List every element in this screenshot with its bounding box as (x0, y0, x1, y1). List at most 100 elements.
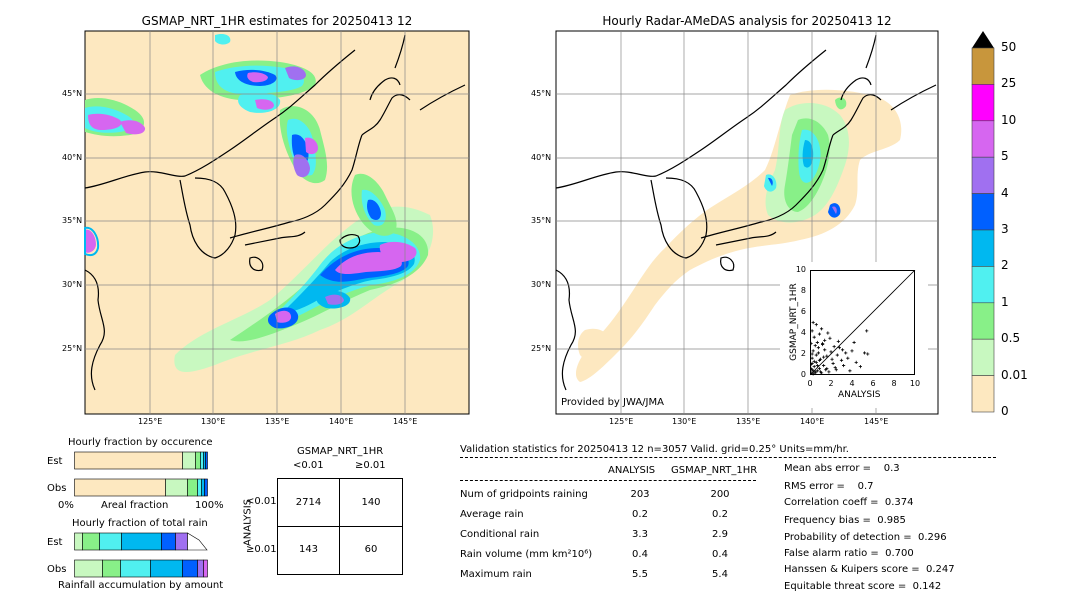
scatter-point (822, 355, 826, 359)
scatter-point (810, 367, 813, 371)
scatter-point (810, 352, 814, 356)
scatter-point (842, 363, 846, 368)
scatter-point (831, 361, 835, 366)
validation-row-analysis: 203 (630, 489, 650, 500)
scatter-point (814, 353, 818, 357)
scatter-point (811, 369, 815, 373)
scatter-point (839, 358, 844, 362)
validation-row-label: Maximum rain (460, 569, 532, 580)
scatter-point (815, 369, 819, 373)
left-map-grid (85, 31, 469, 414)
colorbar-over-triangle (972, 31, 994, 48)
contingency-col-label: ≥0.01 (355, 460, 386, 471)
contingency-row-label: <0.01 (246, 496, 277, 507)
rain-fraction-bars (74, 532, 208, 578)
validation-row-gsmap: 200 (710, 489, 730, 500)
colorbar-segments (971, 47, 995, 413)
scatter-point (811, 372, 815, 376)
contingency-table: 2714 140 143 60 (277, 478, 403, 575)
score-rmse: RMS error = 0.7 (784, 481, 874, 492)
scatter-y-label: GSMAP_NRT_1HR (789, 283, 799, 361)
scatter-point (848, 369, 852, 373)
colorbar-segment (971, 302, 995, 340)
score-ets: Equitable threat score = 0.142 (784, 581, 942, 592)
contingency-row-label: ≥0.01 (246, 544, 277, 555)
rain-fraction-bar-obs (74, 559, 208, 578)
occurrence-title: Hourly fraction by occurence (68, 437, 213, 448)
contingency-cell: 2714 (295, 497, 322, 508)
scatter-point (837, 346, 841, 350)
scatter-point (815, 340, 819, 345)
scatter-point (825, 367, 829, 371)
validation-row-gsmap: 2.9 (712, 529, 728, 540)
scatter-point (834, 368, 838, 372)
scatter-point (811, 320, 815, 325)
scatter-point (822, 363, 826, 368)
scatter-point (826, 331, 830, 335)
right-map-precip (764, 97, 849, 223)
scatter-x-label: ANALYSIS (838, 390, 881, 400)
validation-row-analysis: 3.3 (632, 529, 648, 540)
occurrence-bars (74, 451, 208, 497)
score-pod: Probability of detection = 0.296 (784, 532, 947, 543)
scatter-point (810, 371, 813, 375)
colorbar-label: 10 (1001, 112, 1017, 127)
colorbar-label: 25 (1001, 76, 1017, 91)
rain-fraction-x-label: Rainfall accumulation by amount (58, 580, 224, 591)
validation-col-analysis: ANALYSIS (608, 465, 656, 476)
validation-table-divider (460, 480, 756, 481)
scatter-y-tick: 6 (800, 307, 806, 316)
scatter-point (825, 354, 829, 358)
colorbar-segment (971, 120, 995, 158)
validation-divider (460, 457, 996, 458)
colorbar-label: 50 (1001, 40, 1017, 54)
scatter-point (812, 359, 816, 363)
scatter-point (823, 338, 827, 342)
occurrence-x-label: Areal fraction (101, 500, 169, 511)
left-lat-label: 45°N (62, 89, 83, 98)
left-lon-label: 130°E (201, 417, 226, 426)
contingency-title: GSMAP_NRT_1HR (297, 446, 384, 457)
scatter-point (865, 329, 869, 333)
right-lon-label: 145°E (864, 417, 889, 426)
scatter-point (817, 358, 822, 362)
rain-fraction-bar-est (74, 532, 208, 551)
contingency-divider-h (278, 526, 402, 527)
validation-header: Validation statistics for 20250413 12 n=… (460, 444, 849, 455)
rain-fraction-label-est: Est (47, 537, 63, 548)
validation-row-label: Rain volume (mm km²10⁶) (460, 549, 593, 560)
colorbar-label: 0 (1001, 404, 1009, 418)
colorbar-segment (971, 375, 995, 413)
scatter-point (812, 365, 816, 369)
scatter-y-tick: 0 (800, 370, 806, 379)
scatter-point (810, 361, 814, 366)
scatter-point (844, 351, 848, 355)
right-lat-label: 25°N (531, 344, 552, 353)
scatter-x-tick: 2 (828, 379, 834, 388)
scatter-point (840, 348, 845, 352)
occurrence-bar-est (74, 451, 208, 470)
scatter-point (815, 363, 819, 368)
colorbar-segment (971, 156, 995, 194)
right-lon-label: 140°E (800, 417, 825, 426)
rain-fraction-title: Hourly fraction of total rain (72, 518, 208, 529)
validation-row-gsmap: 0.2 (712, 509, 728, 520)
scatter-point (866, 352, 870, 356)
scatter-point (818, 370, 823, 374)
occurrence-label-obs: Obs (47, 483, 67, 494)
right-map-title: Hourly Radar-AMeDAS analysis for 2025041… (602, 14, 892, 28)
scatter-point (814, 323, 818, 327)
colorbar-segment (971, 193, 995, 231)
right-lon-label: 130°E (672, 417, 697, 426)
scatter-point (816, 351, 820, 355)
scatter-point (823, 348, 827, 352)
scatter-point (819, 327, 824, 331)
validation-col-gsmap: GSMAP_NRT_1HR (671, 465, 758, 476)
colorbar (971, 31, 995, 413)
colorbar-label: 4 (1001, 185, 1009, 200)
scatter-y-tick: 4 (800, 328, 806, 337)
score-far: False alarm ratio = 0.700 (784, 548, 914, 559)
colorbar-label: 0.5 (1001, 331, 1021, 346)
scatter-point (846, 356, 850, 360)
occurrence-bar-obs (74, 478, 208, 497)
